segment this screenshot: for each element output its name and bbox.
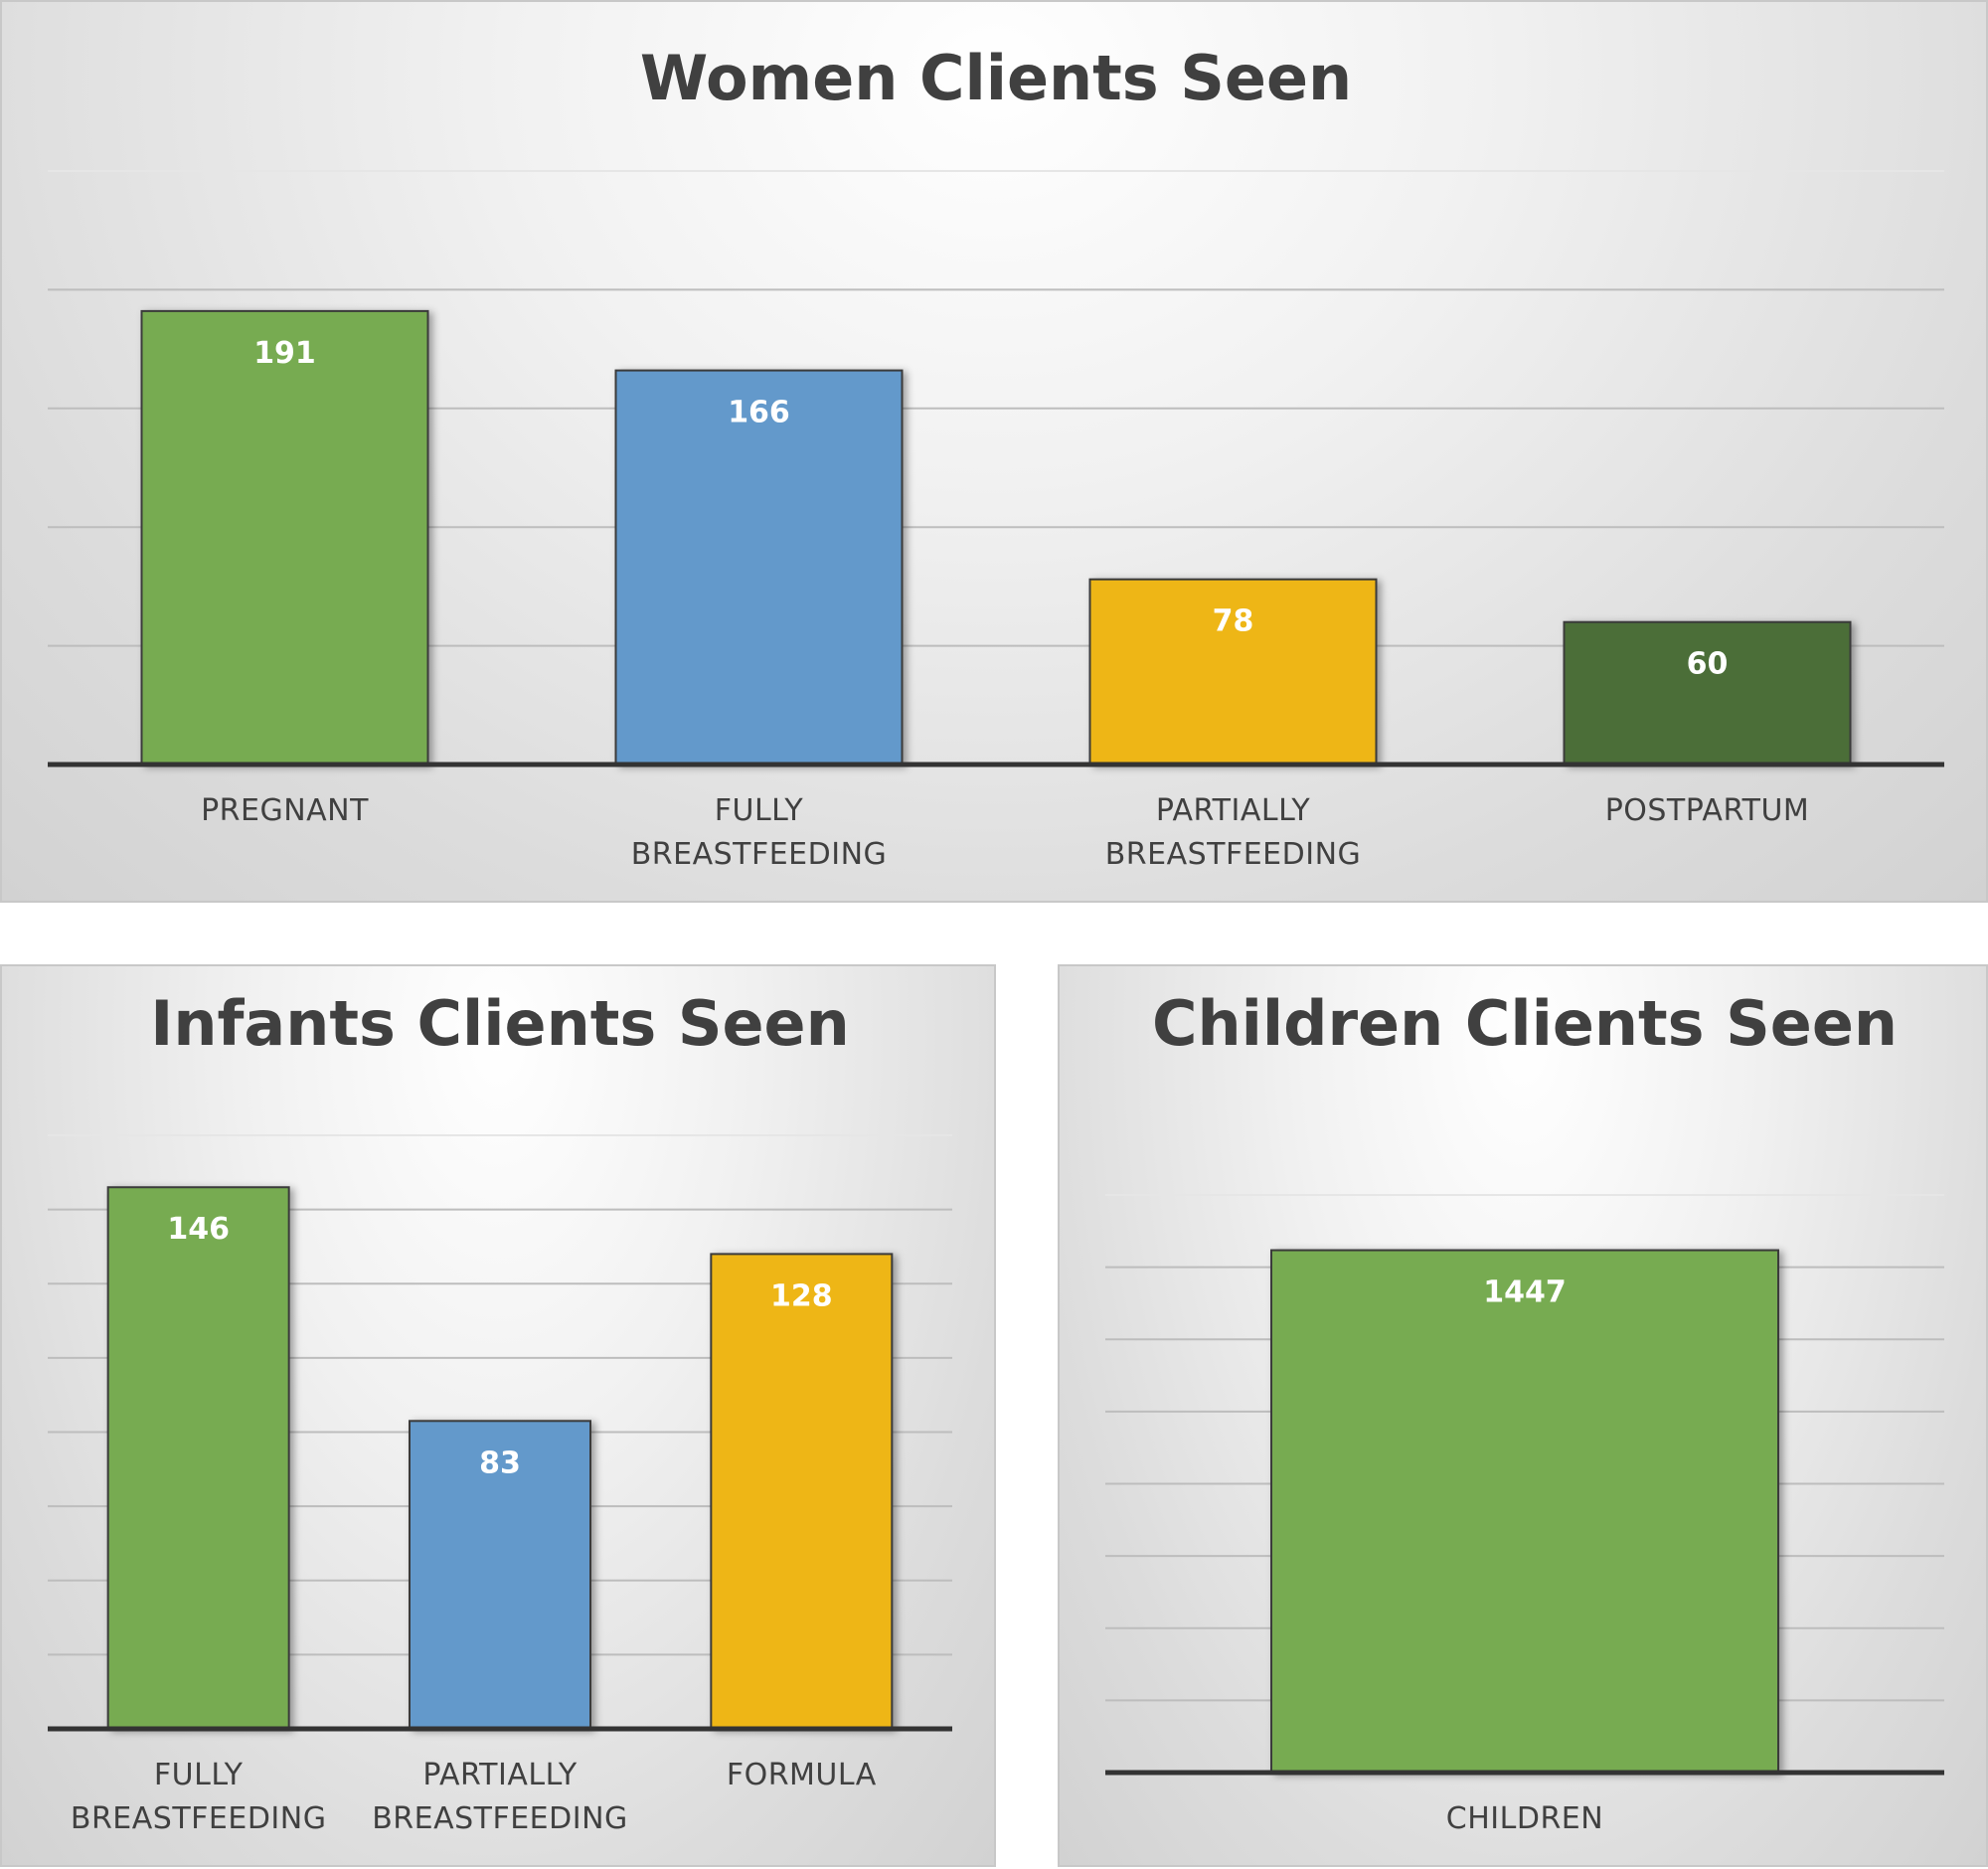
category-label: BREASTFEEDING bbox=[631, 837, 888, 872]
chart-title: Women Clients Seen bbox=[640, 42, 1352, 114]
data-label: 191 bbox=[253, 336, 316, 371]
category-label: FORMULA bbox=[727, 1758, 877, 1792]
category-label: POSTPARTUM bbox=[1605, 793, 1810, 828]
bar bbox=[409, 1420, 591, 1730]
chart-title: Children Clients Seen bbox=[1152, 987, 1898, 1060]
category-label: PARTIALLY bbox=[1156, 793, 1310, 828]
bar bbox=[710, 1253, 894, 1730]
women-clients-chart: Women Clients Seen 191 PREGNANT 166 FULLY BRE… bbox=[48, 42, 1944, 872]
women-chart-panel: Women Clients Seen 191 PREGNANT 166 FULLY BRE… bbox=[0, 0, 1988, 903]
data-label: 78 bbox=[1213, 604, 1254, 639]
infants-clients-chart: Infants Clients Seen 146 FULLY BREASTFEEDIN… bbox=[48, 987, 952, 1836]
category-label: FULLY bbox=[154, 1758, 244, 1792]
data-label: 166 bbox=[728, 396, 790, 430]
data-label: 1447 bbox=[1483, 1275, 1567, 1310]
category-label: FULLY bbox=[715, 793, 804, 828]
bar bbox=[1270, 1249, 1779, 1775]
category-label: PARTIALLY bbox=[422, 1758, 577, 1792]
data-label: 83 bbox=[479, 1445, 521, 1480]
category-label: PREGNANT bbox=[201, 793, 369, 828]
data-label: 60 bbox=[1687, 647, 1729, 682]
children-chart-panel: Children Clients Seen 1447 CHILDREN bbox=[1058, 964, 1988, 1867]
bar bbox=[614, 369, 904, 765]
bar bbox=[140, 309, 429, 765]
data-label: 128 bbox=[770, 1278, 833, 1313]
category-label: CHILDREN bbox=[1446, 1801, 1603, 1836]
category-label: BREASTFEEDING bbox=[372, 1801, 628, 1836]
category-label: BREASTFEEDING bbox=[1105, 837, 1362, 872]
data-label: 146 bbox=[167, 1212, 230, 1247]
bar bbox=[1563, 620, 1852, 765]
chart-title: Infants Clients Seen bbox=[150, 987, 850, 1060]
children-clients-chart: Children Clients Seen 1447 CHILDREN bbox=[1105, 987, 1944, 1836]
bar bbox=[106, 1186, 290, 1731]
infants-chart-panel: Infants Clients Seen 146 FULLY BREASTFEEDIN… bbox=[0, 964, 996, 1867]
category-label: BREASTFEEDING bbox=[71, 1801, 327, 1836]
